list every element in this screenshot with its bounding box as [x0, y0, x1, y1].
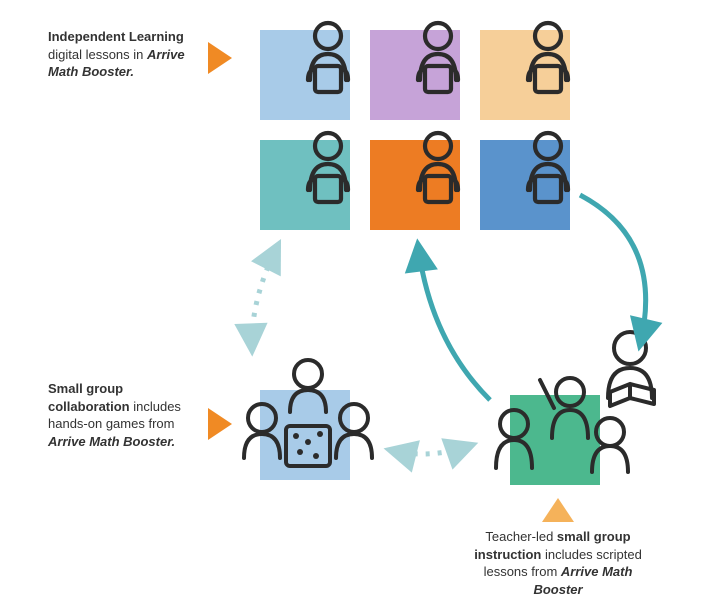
label-bot-pre: Teacher-led [485, 529, 557, 544]
student-tablet-icon [298, 20, 358, 98]
student-tablet-icon [518, 20, 578, 98]
label-independent-learning: Independent Learning digital lessons in … [48, 28, 198, 81]
pointer-bottom-icon [542, 498, 574, 522]
pointer-top-icon [208, 42, 232, 74]
label-mid-italic: Arrive Math Booster. [48, 434, 175, 449]
label-small-group-collab: Small group collaboration includes hands… [48, 380, 198, 450]
label-teacher-led: Teacher-led small group instruction incl… [458, 528, 658, 598]
label-top-bold: Independent Learning [48, 29, 184, 44]
student-tablet-icon [408, 20, 468, 98]
label-mid-bold: Small group collaboration [48, 381, 130, 414]
student-tablet-icon [518, 130, 578, 208]
student-tablet-icon [298, 130, 358, 208]
teacher-group-icon [470, 320, 680, 490]
arrow-smallgroup-teacher-icon [390, 445, 472, 454]
arrow-grid-smallgroup-icon [252, 245, 278, 350]
label-top-plain: digital lessons in [48, 47, 147, 62]
student-tablet-icon [408, 130, 468, 208]
small-group-collab-icon [228, 348, 388, 488]
